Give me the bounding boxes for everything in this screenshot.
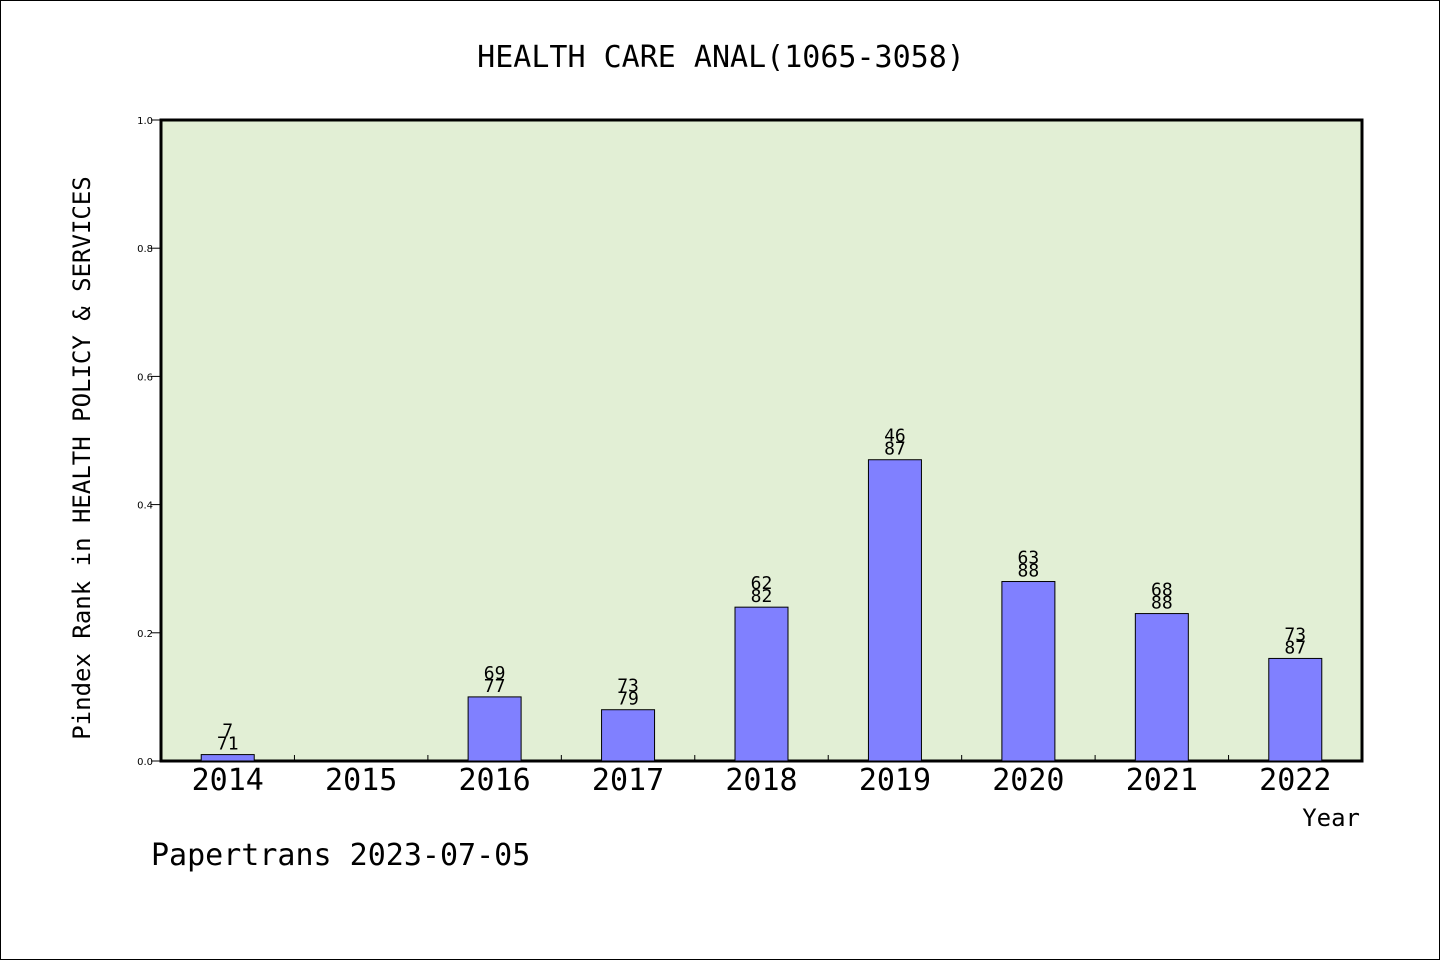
bar-2021 xyxy=(1134,613,1189,762)
bar-label-bottom: 77 xyxy=(484,676,506,697)
bar-label-bottom: 87 xyxy=(1284,637,1306,658)
y-tick-label: 0.0 xyxy=(137,757,153,768)
bar-2017 xyxy=(601,709,656,762)
footer-text: Papertrans 2023-07-05 xyxy=(151,838,530,873)
bar-label-bottom: 71 xyxy=(217,734,239,755)
x-axis: 2014 2015 2016 2017 2018 2019 2020 2021 2022 xyxy=(192,755,1331,798)
bar-label-top: 69 xyxy=(484,663,506,684)
bar-2019 xyxy=(867,459,922,762)
x-tick-label: 2016 xyxy=(458,763,530,798)
bar-label-bottom: 79 xyxy=(617,689,639,710)
y-tick-label: 0.6 xyxy=(137,372,153,383)
bar-2022 xyxy=(1268,657,1323,762)
bar-2018 xyxy=(734,606,789,762)
bar-label-bottom: 88 xyxy=(1151,593,1173,614)
y-tick-label: 0.8 xyxy=(137,244,153,255)
bar-label-top: 63 xyxy=(1018,548,1040,569)
bar-label-top: 46 xyxy=(884,426,906,447)
x-tick-label: 2021 xyxy=(1126,763,1198,798)
bar-label-top: 62 xyxy=(751,573,773,594)
y-tick-label: 0.2 xyxy=(137,629,153,640)
x-tick-label: 2022 xyxy=(1259,763,1331,798)
y-axis: 0.0 0.2 0.4 0.6 0.8 1.0 xyxy=(137,116,161,768)
bar-label-bottom: 88 xyxy=(1018,561,1040,582)
bar-label-top: 73 xyxy=(1284,624,1306,645)
bar-label-top: 68 xyxy=(1151,580,1173,601)
x-axis-label: Year xyxy=(1302,804,1360,832)
bar-2020 xyxy=(1001,581,1056,762)
bar-2014 xyxy=(200,754,255,762)
x-tick-label: 2020 xyxy=(992,763,1064,798)
y-tick-label: 0.4 xyxy=(137,501,153,512)
bar-label-bottom: 87 xyxy=(884,439,906,460)
bar-label-top: 73 xyxy=(617,676,639,697)
x-tick-label: 2014 xyxy=(192,763,264,798)
x-tick-label: 2019 xyxy=(859,763,931,798)
bar-2016 xyxy=(467,696,522,762)
bar-series xyxy=(200,459,1323,762)
x-tick-label: 2017 xyxy=(592,763,664,798)
x-tick-label: 2015 xyxy=(325,763,397,798)
y-tick-label: 1.0 xyxy=(137,116,153,127)
bar-label-top: 7 xyxy=(222,721,233,742)
chart-title: HEALTH CARE ANAL(1065-3058) xyxy=(477,40,965,75)
y-axis-label: Pindex Rank in HEALTH POLICY & SERVICES xyxy=(68,176,96,740)
bar-label-bottom: 82 xyxy=(751,586,773,607)
x-tick-label: 2018 xyxy=(725,763,797,798)
